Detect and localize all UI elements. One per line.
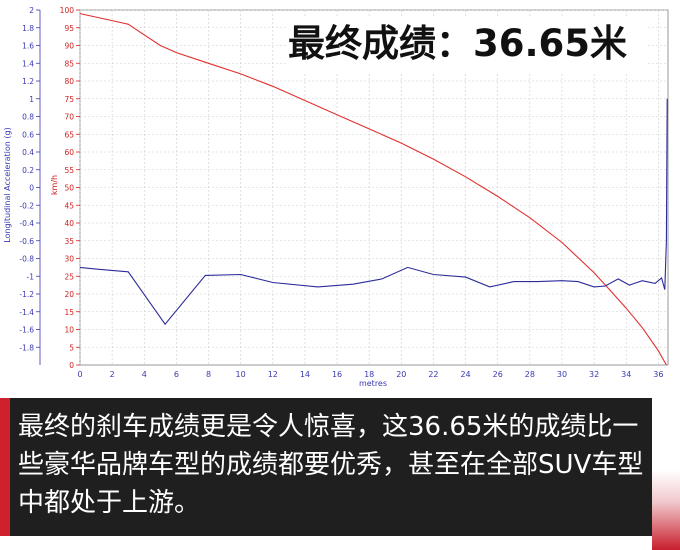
left-tick-label: 2 [29, 6, 34, 15]
left-axis-label: Longitudinal Acceleration (g) [3, 127, 12, 242]
left-tick-label: -1.4 [19, 308, 34, 317]
acceleration-series-line [79, 98, 668, 326]
x-tick-label: 16 [332, 370, 342, 379]
speed-tick-label: 70 [64, 113, 74, 122]
left-tick-label: -1 [27, 272, 35, 281]
left-tick-label: -1.8 [19, 343, 34, 352]
speed-tick-label: 65 [64, 130, 74, 139]
x-tick-label: 2 [110, 370, 115, 379]
speed-tick-label: 20 [64, 290, 74, 299]
speed-tick-label: 60 [64, 148, 74, 157]
caption-accent-stripe [0, 398, 10, 536]
left-tick-label: 1.4 [22, 59, 34, 68]
speed-tick-label: 90 [64, 42, 74, 51]
x-tick-label: 26 [493, 370, 503, 379]
left-tick-label: 0.2 [22, 166, 34, 175]
speed-series-line [79, 13, 667, 366]
speed-tick-label: 5 [69, 343, 74, 352]
left-tick-label: 0 [29, 184, 34, 193]
speed-tick-label: 85 [64, 59, 74, 68]
left-tick-label: 1.6 [22, 42, 34, 51]
caption-box: 最终的刹车成绩更是令人惊喜，这36.65米的成绩比一些豪华品牌车型的成绩都要优秀… [0, 398, 652, 536]
left-tick-label: 1.2 [22, 77, 34, 86]
x-tick-label: 0 [77, 370, 82, 379]
x-tick-label: 10 [236, 370, 246, 379]
right-axis-label: km/h [50, 175, 59, 195]
left-tick-label: 0.4 [22, 148, 34, 157]
x-tick-label: 28 [525, 370, 535, 379]
left-tick-label: -1.2 [19, 290, 34, 299]
decorative-corner [652, 470, 680, 550]
x-tick-label: 12 [268, 370, 278, 379]
speed-tick-label: 15 [64, 308, 74, 317]
speed-tick-label: 50 [64, 184, 74, 193]
speed-tick-label: 100 [60, 6, 75, 15]
speed-tick-label: 95 [64, 24, 74, 33]
left-tick-label: -0.4 [19, 219, 34, 228]
x-tick-label: 8 [206, 370, 211, 379]
axes [36, 9, 80, 366]
left-tick-label: 0.6 [22, 130, 34, 139]
speed-tick-label: 55 [64, 166, 74, 175]
x-axis-label: metres [359, 379, 387, 388]
left-tick-label: 1 [29, 95, 34, 104]
speed-tick-label: 10 [64, 326, 74, 335]
left-tick-label: -0.6 [19, 237, 34, 246]
speed-tick-label: 75 [64, 95, 74, 104]
speed-tick-label: 0 [69, 361, 74, 370]
speed-tick-label: 35 [64, 237, 74, 246]
x-tick-label: 6 [174, 370, 179, 379]
x-tick-label: 22 [428, 370, 438, 379]
left-tick-label: 0.8 [22, 113, 34, 122]
left-tick-label: -1.6 [19, 326, 34, 335]
speed-tick-label: 80 [64, 77, 74, 86]
headline-result: 最终成绩：36.65米 [288, 16, 648, 72]
x-tick-label: 34 [621, 370, 631, 379]
x-tick-label: 30 [557, 370, 567, 379]
left-tick-label: -0.8 [19, 255, 34, 264]
tick-labels: 0 2 4 6 8 10 12 14 16 18 20 22 24 26 28 30 32 34 3621.81.6… [19, 6, 663, 379]
x-tick-label: 32 [589, 370, 599, 379]
left-tick-label: -0.2 [19, 201, 34, 210]
speed-tick-label: 30 [64, 255, 74, 264]
x-tick-label: 24 [460, 370, 470, 379]
series-lines [79, 13, 668, 366]
speed-tick-label: 45 [64, 201, 74, 210]
left-tick-label: 1.8 [22, 24, 34, 33]
speed-tick-label: 25 [64, 272, 74, 281]
speed-tick-label: 40 [64, 219, 74, 228]
x-tick-label: 36 [653, 370, 663, 379]
x-tick-label: 20 [396, 370, 406, 379]
x-tick-label: 4 [142, 370, 147, 379]
x-tick-label: 18 [364, 370, 374, 379]
x-tick-label: 14 [300, 370, 310, 379]
caption-text: 最终的刹车成绩更是令人惊喜，这36.65米的成绩比一些豪华品牌车型的成绩都要优秀… [18, 412, 644, 518]
